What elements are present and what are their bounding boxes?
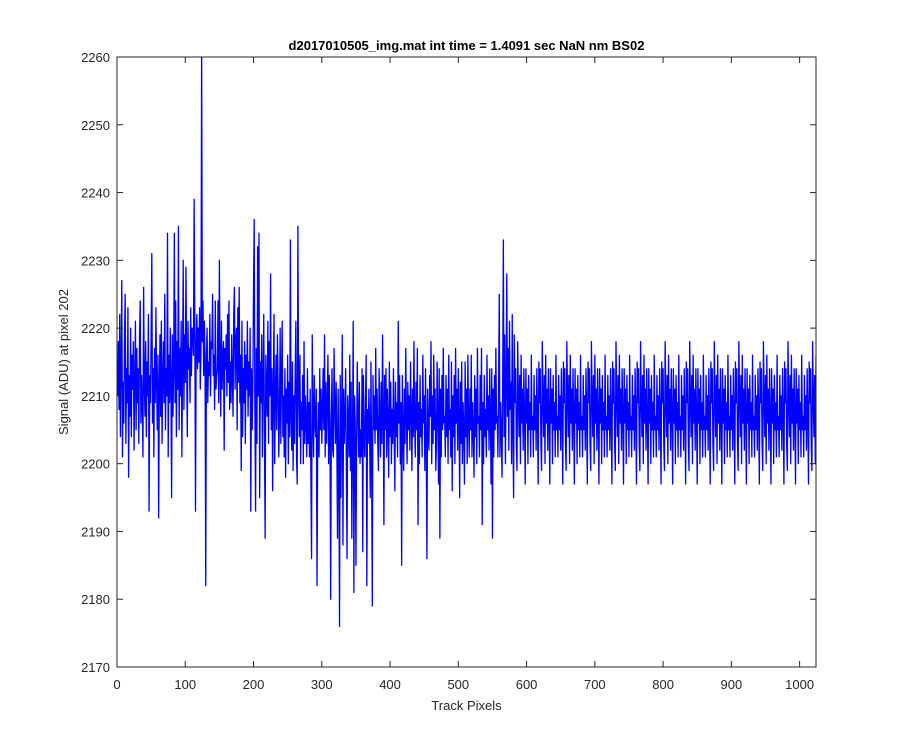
y-tick-label: 2220: [81, 321, 110, 336]
series-layer: [117, 57, 816, 627]
x-tick-label: 300: [311, 677, 333, 692]
y-tick-label: 2210: [81, 389, 110, 404]
x-tick-label: 600: [516, 677, 538, 692]
x-tick-label: 800: [652, 677, 674, 692]
y-axis-label: Signal (ADU) at pixel 202: [56, 289, 71, 435]
y-tick-label: 2170: [81, 660, 110, 675]
y-tick-label: 2250: [81, 118, 110, 133]
series-line-0: [117, 57, 816, 627]
y-tick-label: 2260: [81, 50, 110, 65]
axes-box: [116, 56, 817, 668]
y-tick-label: 2190: [81, 524, 110, 539]
x-tick-label: 200: [243, 677, 265, 692]
x-tick-label: 400: [379, 677, 401, 692]
x-tick-label: 0: [113, 677, 120, 692]
x-tick-label: 1000: [785, 677, 814, 692]
y-tick-label: 2240: [81, 186, 110, 201]
x-axis-label: Track Pixels: [431, 698, 502, 713]
y-tick-label: 2180: [81, 592, 110, 607]
x-tick-label: 900: [721, 677, 743, 692]
ticks-layer: 0 100 200 300 400 500 600 700 800 900 1000 2170 2180…: [81, 50, 816, 692]
chart-title: d2017010505_img.mat int time = 1.4091 se…: [289, 38, 645, 53]
y-tick-label: 2200: [81, 457, 110, 472]
x-tick-label: 700: [584, 677, 606, 692]
x-tick-label: 100: [174, 677, 196, 692]
y-tick-label: 2230: [81, 253, 110, 268]
x-tick-label: 500: [447, 677, 469, 692]
